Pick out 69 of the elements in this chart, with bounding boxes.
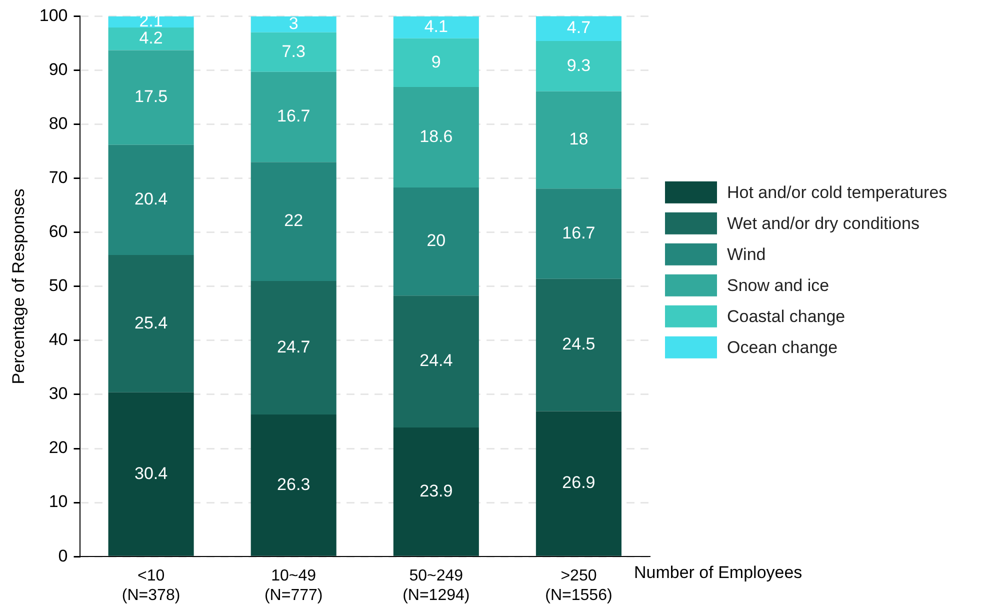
bar [250, 72, 336, 162]
data-label: 22 [284, 211, 304, 230]
bar [393, 427, 479, 556]
bar [108, 28, 194, 50]
data-label: 3 [288, 14, 298, 33]
bar [108, 144, 194, 256]
data-label: 7.3 [282, 42, 306, 61]
y-tick-label: 60 [48, 222, 68, 242]
bar [536, 16, 622, 42]
data-label: 24.5 [562, 334, 596, 354]
bar [393, 86, 479, 188]
bar [536, 278, 622, 412]
bar [536, 188, 622, 279]
bar [250, 162, 336, 281]
legend-label: Hot and/or cold temperatures [727, 183, 948, 202]
data-label: 23.9 [420, 481, 453, 500]
bar [108, 50, 194, 145]
bar [108, 255, 194, 392]
data-label: 25.4 [134, 313, 168, 332]
legend-label: Ocean change [727, 338, 838, 358]
y-axis-title: Percentage of Responses [8, 188, 28, 384]
x-tick-label: 10~49 (N=777) [264, 568, 323, 604]
bar [108, 392, 194, 556]
bar [393, 16, 479, 38]
data-label: 20 [426, 231, 446, 250]
y-tick-label: 30 [48, 384, 68, 404]
data-label: 16.7 [277, 106, 310, 126]
data-label: 4.2 [139, 28, 163, 48]
data-label: 26.9 [562, 473, 596, 492]
x-tick-label: 50~249 (N=1294) [402, 568, 470, 604]
bar [393, 296, 479, 428]
bar [536, 41, 622, 92]
data-label: 26.3 [277, 474, 310, 494]
data-label: 20.4 [134, 190, 168, 209]
bar [250, 16, 336, 32]
y-tick-label: 80 [48, 114, 68, 133]
y-tick-label: 0 [58, 546, 68, 566]
y-tick-label: 10 [48, 492, 68, 512]
x-tick-label: <10 (N=378) [122, 568, 180, 604]
x-tick-label: >250 (N=1556) [545, 568, 612, 604]
data-label: 18 [569, 130, 588, 149]
y-tick-label: 70 [48, 168, 68, 188]
data-label: 4.1 [424, 16, 448, 36]
bar [536, 91, 622, 189]
bar [250, 32, 336, 72]
data-label: 18.6 [420, 126, 453, 146]
data-label: 30.4 [134, 464, 168, 483]
y-tick-label: 100 [39, 6, 68, 25]
data-label: 9 [431, 52, 441, 72]
x-axis-title: Number of Employees [634, 562, 802, 582]
data-label: 4.7 [566, 18, 591, 38]
legend-label: Coastal change [727, 307, 846, 326]
y-tick-label: 40 [48, 330, 68, 350]
data-label: 9.3 [566, 56, 591, 75]
data-label: 16.7 [562, 223, 596, 242]
legend-label: Wet and/or dry conditions [727, 214, 920, 234]
y-tick-label: 20 [48, 438, 68, 458]
bar [393, 188, 479, 296]
bar [250, 414, 336, 556]
data-label: 24.4 [420, 351, 453, 370]
y-tick-label: 50 [48, 276, 68, 296]
legend-label: Wind [727, 245, 766, 264]
bar [250, 280, 336, 414]
y-tick-label: 90 [48, 60, 68, 79]
legend-label: Snow and ice [727, 276, 830, 296]
data-label: 17.5 [134, 87, 168, 106]
bar [536, 411, 622, 556]
data-label: 24.7 [277, 337, 310, 356]
bar [393, 38, 479, 87]
